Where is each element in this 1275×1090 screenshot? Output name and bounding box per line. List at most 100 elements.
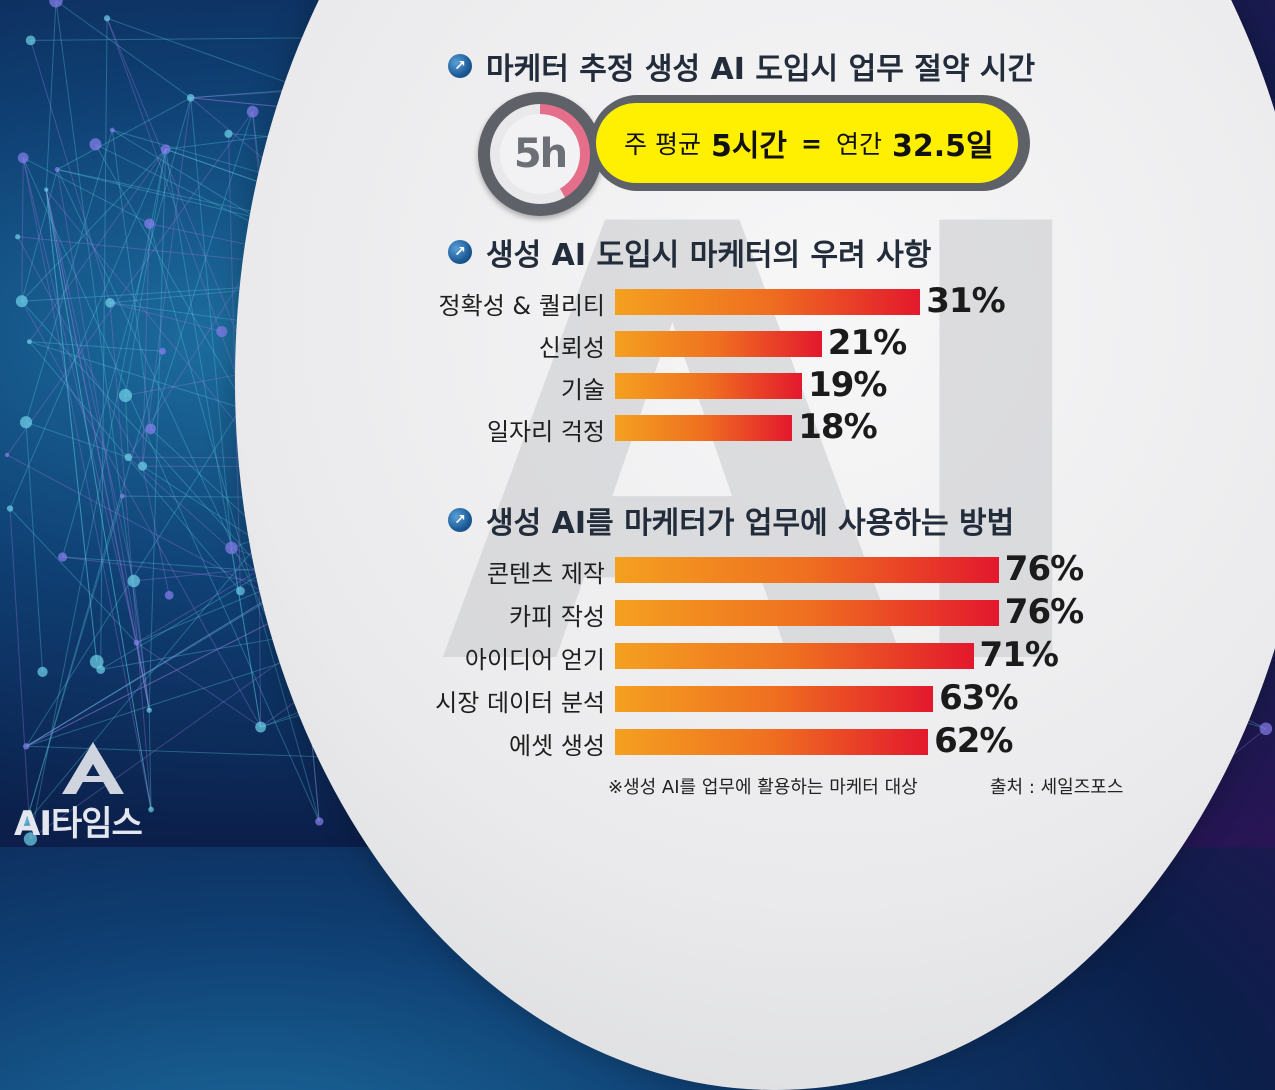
category-label: 에셋 생성 (305, 726, 605, 761)
arrow-bullet-icon: ↗ (448, 54, 472, 78)
bar (615, 600, 999, 626)
equals-sign: = (801, 129, 822, 158)
weekly-value: 5시간 (711, 121, 787, 165)
time-badge: 주 평균 5시간 = 연간 32.5일 (596, 103, 1018, 183)
network-node (7, 505, 13, 511)
bar (615, 289, 920, 315)
bar (615, 373, 802, 399)
logo-mark-icon (58, 740, 128, 796)
title-text: 마케터 추정 생성 AI 도입시 업무 절약 시간 (486, 44, 1035, 88)
source-credit: 출처 : 세일즈포스 (990, 773, 1123, 799)
bar (615, 729, 928, 755)
network-node (26, 35, 36, 45)
network-node (44, 187, 48, 191)
title-text: 생성 AI를 마케터가 업무에 사용하는 방법 (486, 498, 1014, 542)
network-line (125, 395, 128, 457)
network-node (23, 743, 29, 749)
network-node (1260, 722, 1273, 735)
network-line (46, 190, 96, 662)
annual-value: 32.5일 (892, 121, 994, 165)
network-node (128, 575, 140, 587)
network-node (148, 807, 154, 813)
value-label: 71% (980, 635, 1058, 675)
network-node (124, 453, 132, 461)
title-text: 생성 AI 도입시 마케터의 우려 사항 (486, 230, 931, 274)
network-node (5, 453, 9, 457)
category-label: 카피 작성 (305, 597, 605, 632)
network-node (224, 130, 232, 138)
network-node (37, 667, 47, 677)
category-label: 기술 (305, 370, 605, 405)
network-node (89, 138, 101, 150)
network-node (315, 817, 323, 825)
bar (615, 686, 933, 712)
network-line (46, 190, 151, 810)
section-title-time-saving: ↗ 마케터 추정 생성 AI 도입시 업무 절약 시간 (448, 44, 1035, 88)
value-label: 76% (1005, 549, 1083, 589)
section-title-usage: ↗ 생성 AI를 마케터가 업무에 사용하는 방법 (448, 498, 1014, 542)
value-label: 31% (926, 281, 1004, 321)
network-node (16, 295, 28, 307)
network-line (56, 1, 191, 98)
category-label: 일자리 걱정 (305, 412, 605, 447)
network-line (23, 158, 149, 224)
network-node (247, 106, 259, 118)
category-label: 아이디어 얻기 (305, 640, 605, 675)
clock-label: 5h (514, 131, 566, 177)
network-node (187, 94, 195, 102)
section-title-concerns: ↗ 생성 AI 도입시 마케터의 우려 사항 (448, 230, 931, 274)
value-label: 21% (828, 323, 906, 363)
value-label: 76% (1005, 592, 1083, 632)
network-node (236, 587, 245, 596)
network-node (58, 552, 67, 561)
arrow-bullet-icon: ↗ (448, 508, 472, 532)
network-node (134, 640, 140, 646)
clock-icon: 5h (478, 92, 602, 216)
network-node (18, 152, 29, 163)
network-line (22, 158, 23, 301)
network-node (145, 424, 156, 435)
category-label: 정확성 & 퀄리티 (305, 286, 605, 321)
network-node (147, 707, 152, 712)
category-label: 신뢰성 (305, 328, 605, 363)
network-node (165, 591, 174, 600)
network-node (20, 416, 32, 428)
value-label: 19% (808, 365, 886, 405)
value-label: 18% (798, 407, 876, 447)
network-node (110, 128, 115, 133)
network-node (255, 722, 266, 733)
bar (615, 557, 999, 583)
arrow-bullet-icon: ↗ (448, 240, 472, 264)
network-line (26, 422, 42, 672)
network-line (10, 509, 30, 839)
bar (615, 643, 974, 669)
weekly-prefix: 주 평균 (624, 125, 701, 161)
value-label: 63% (939, 678, 1017, 718)
network-node (225, 542, 238, 555)
network-node (161, 144, 171, 154)
network-node (105, 298, 115, 308)
network-node (119, 389, 132, 402)
network-node (159, 348, 166, 355)
network-node (49, 0, 63, 8)
category-label: 콘텐츠 제작 (305, 554, 605, 589)
network-node (120, 494, 125, 499)
footnote: ※생성 AI를 업무에 활용하는 마케터 대상 (608, 773, 918, 799)
bar (615, 331, 822, 357)
network-node (138, 462, 147, 471)
category-label: 시장 데이터 분석 (305, 683, 605, 718)
network-node (15, 234, 20, 239)
value-label: 62% (934, 721, 1012, 761)
annual-prefix: 연간 (836, 125, 882, 161)
network-node (216, 326, 227, 337)
bar (615, 415, 792, 441)
network-node (104, 15, 110, 21)
logo-text: AI타임스 (14, 796, 142, 845)
network-line (46, 190, 134, 581)
network-node (27, 339, 32, 344)
network-node (96, 665, 105, 674)
network-node (144, 218, 154, 228)
network-line (137, 643, 261, 727)
network-line (18, 237, 143, 466)
network-node (55, 167, 60, 172)
